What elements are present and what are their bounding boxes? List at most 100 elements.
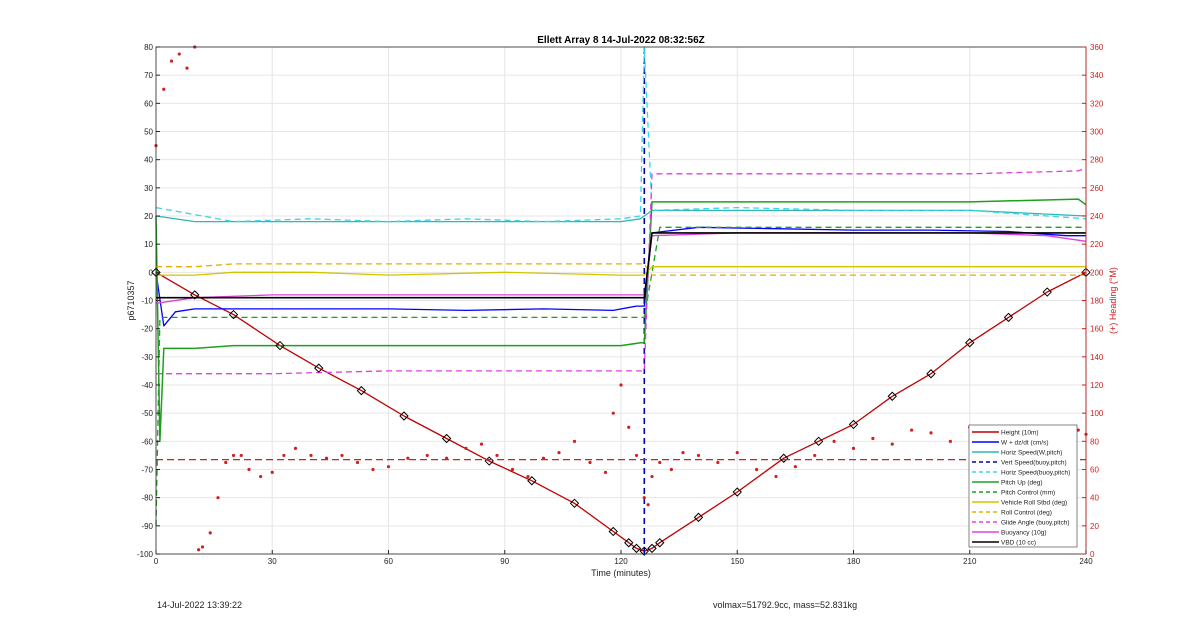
height-marker (314, 363, 324, 373)
series-line-horiz_speed_buoy (155, 46, 1087, 223)
heading-point (224, 460, 228, 465)
y-tick-label-left: 0 (149, 268, 154, 277)
heading-point (634, 453, 639, 458)
footer-mass-info: volmax=51792.9cc, mass=52.831kg (713, 600, 858, 610)
heading-point (510, 467, 515, 472)
heading-point (259, 474, 263, 479)
y-tick-label-right: 160 (1090, 325, 1104, 334)
y-axis-label-left: p6710357 (126, 280, 136, 320)
legend-entry: Horiz Speed(W,pitch) (1001, 450, 1062, 457)
heading-point (910, 428, 914, 432)
heading-point (293, 446, 298, 450)
y-tick-label-right: 100 (1090, 409, 1104, 418)
x-tick-label: 60 (384, 557, 393, 566)
heading-point (239, 453, 243, 458)
y-tick-label-right: 120 (1090, 381, 1104, 390)
height-marker (693, 512, 704, 523)
height-marker (624, 538, 634, 548)
y-tick-label-right: 180 (1090, 297, 1104, 306)
heading-point (813, 453, 817, 458)
height-marker (631, 543, 642, 554)
legend-entry: Horiz Speed(buoy,pitch) (1001, 470, 1070, 477)
legend-entry: Vert Speed(buoy,pitch) (1001, 460, 1067, 467)
height-marker (1003, 312, 1014, 323)
heading-point (572, 439, 577, 443)
legend-entry: Pitch Control (mm) (1001, 490, 1055, 497)
y-tick-label-left: -40 (141, 381, 153, 390)
y-tick-label-left: -10 (141, 297, 153, 306)
legend-entry: Pitch Up (deg) (1001, 480, 1043, 487)
y-tick-label-right: 60 (1090, 466, 1099, 475)
heading-point (495, 453, 499, 458)
y-tick-label-left: -50 (141, 409, 153, 418)
y-tick-label-left: 10 (144, 240, 153, 249)
height-marker (655, 538, 665, 548)
height-marker (399, 411, 409, 421)
heading-point (406, 456, 410, 460)
heading-point (627, 425, 631, 429)
heading-point (386, 465, 391, 469)
y-tick-label-right: 260 (1090, 184, 1104, 193)
footer-timestamp: 14-Jul-2022 13:39:22 (157, 600, 243, 610)
height-marker (569, 498, 580, 509)
height-marker (732, 487, 742, 497)
x-tick-label: 0 (154, 557, 159, 566)
legend-entry: Glide Angle (buoy,pitch) (1001, 520, 1070, 527)
legend-box (968, 424, 1078, 548)
y-tick-label-left: -70 (141, 466, 153, 475)
y-tick-label-right: 300 (1090, 128, 1104, 137)
y-tick-label-right: 0 (1090, 550, 1095, 559)
y-tick-label-right: 40 (1090, 494, 1099, 503)
heading-point (526, 474, 530, 479)
height-marker (965, 338, 975, 348)
heading-point (658, 460, 662, 465)
heading-point (340, 453, 344, 458)
height-marker (1042, 287, 1052, 297)
heading-point (619, 383, 623, 387)
heading-point (646, 503, 650, 507)
heading-point (557, 451, 561, 455)
y-tick-label-right: 20 (1090, 522, 1099, 531)
x-tick-label: 180 (847, 557, 861, 566)
x-tick-label: 30 (268, 557, 277, 566)
heading-point (929, 431, 933, 435)
y-tick-label-right: 140 (1090, 353, 1104, 362)
heading-point (282, 453, 286, 458)
heading-point (716, 460, 720, 465)
heading-point (355, 460, 360, 465)
y-tick-label-right: 280 (1090, 156, 1104, 165)
y-tick-label-left: 80 (144, 43, 153, 52)
height-marker (190, 290, 200, 300)
legend-entry: VBD (10 cc) (1001, 540, 1036, 547)
heading-point (588, 460, 592, 465)
x-tick-label: 120 (614, 557, 628, 566)
heading-point (216, 496, 220, 500)
heading-point (1076, 428, 1080, 432)
height-marker (228, 309, 239, 320)
heading-point (871, 436, 875, 441)
heading-point (197, 548, 201, 552)
heading-point (755, 467, 759, 472)
heading-point (832, 439, 836, 443)
height-marker (639, 546, 649, 556)
heading-point (231, 453, 236, 458)
y-tick-label-right: 360 (1090, 43, 1104, 52)
heading-point (642, 496, 646, 500)
y-tick-label-left: -20 (141, 325, 153, 334)
height-marker (647, 543, 657, 554)
y-tick-label-right: 80 (1090, 437, 1099, 446)
y-tick-label-left: -30 (141, 353, 153, 362)
series-line-pitch (155, 198, 1087, 443)
heading-point (425, 453, 429, 458)
legend-entry: Vehicle Roll Stbd (deg) (1001, 500, 1067, 507)
height-marker (887, 391, 897, 401)
series-line-roll_control (156, 263, 1086, 276)
chart-title: Ellett Array 8 14-Jul-2022 08:32:56Z (537, 35, 705, 46)
x-tick-label: 210 (963, 557, 977, 566)
y-tick-label-left: 30 (144, 184, 153, 193)
y-tick-label-left: -80 (141, 494, 153, 503)
y-tick-label-right: 240 (1090, 212, 1104, 221)
y-tick-label-left: -100 (137, 550, 154, 559)
y-tick-label-left: 20 (144, 212, 153, 221)
